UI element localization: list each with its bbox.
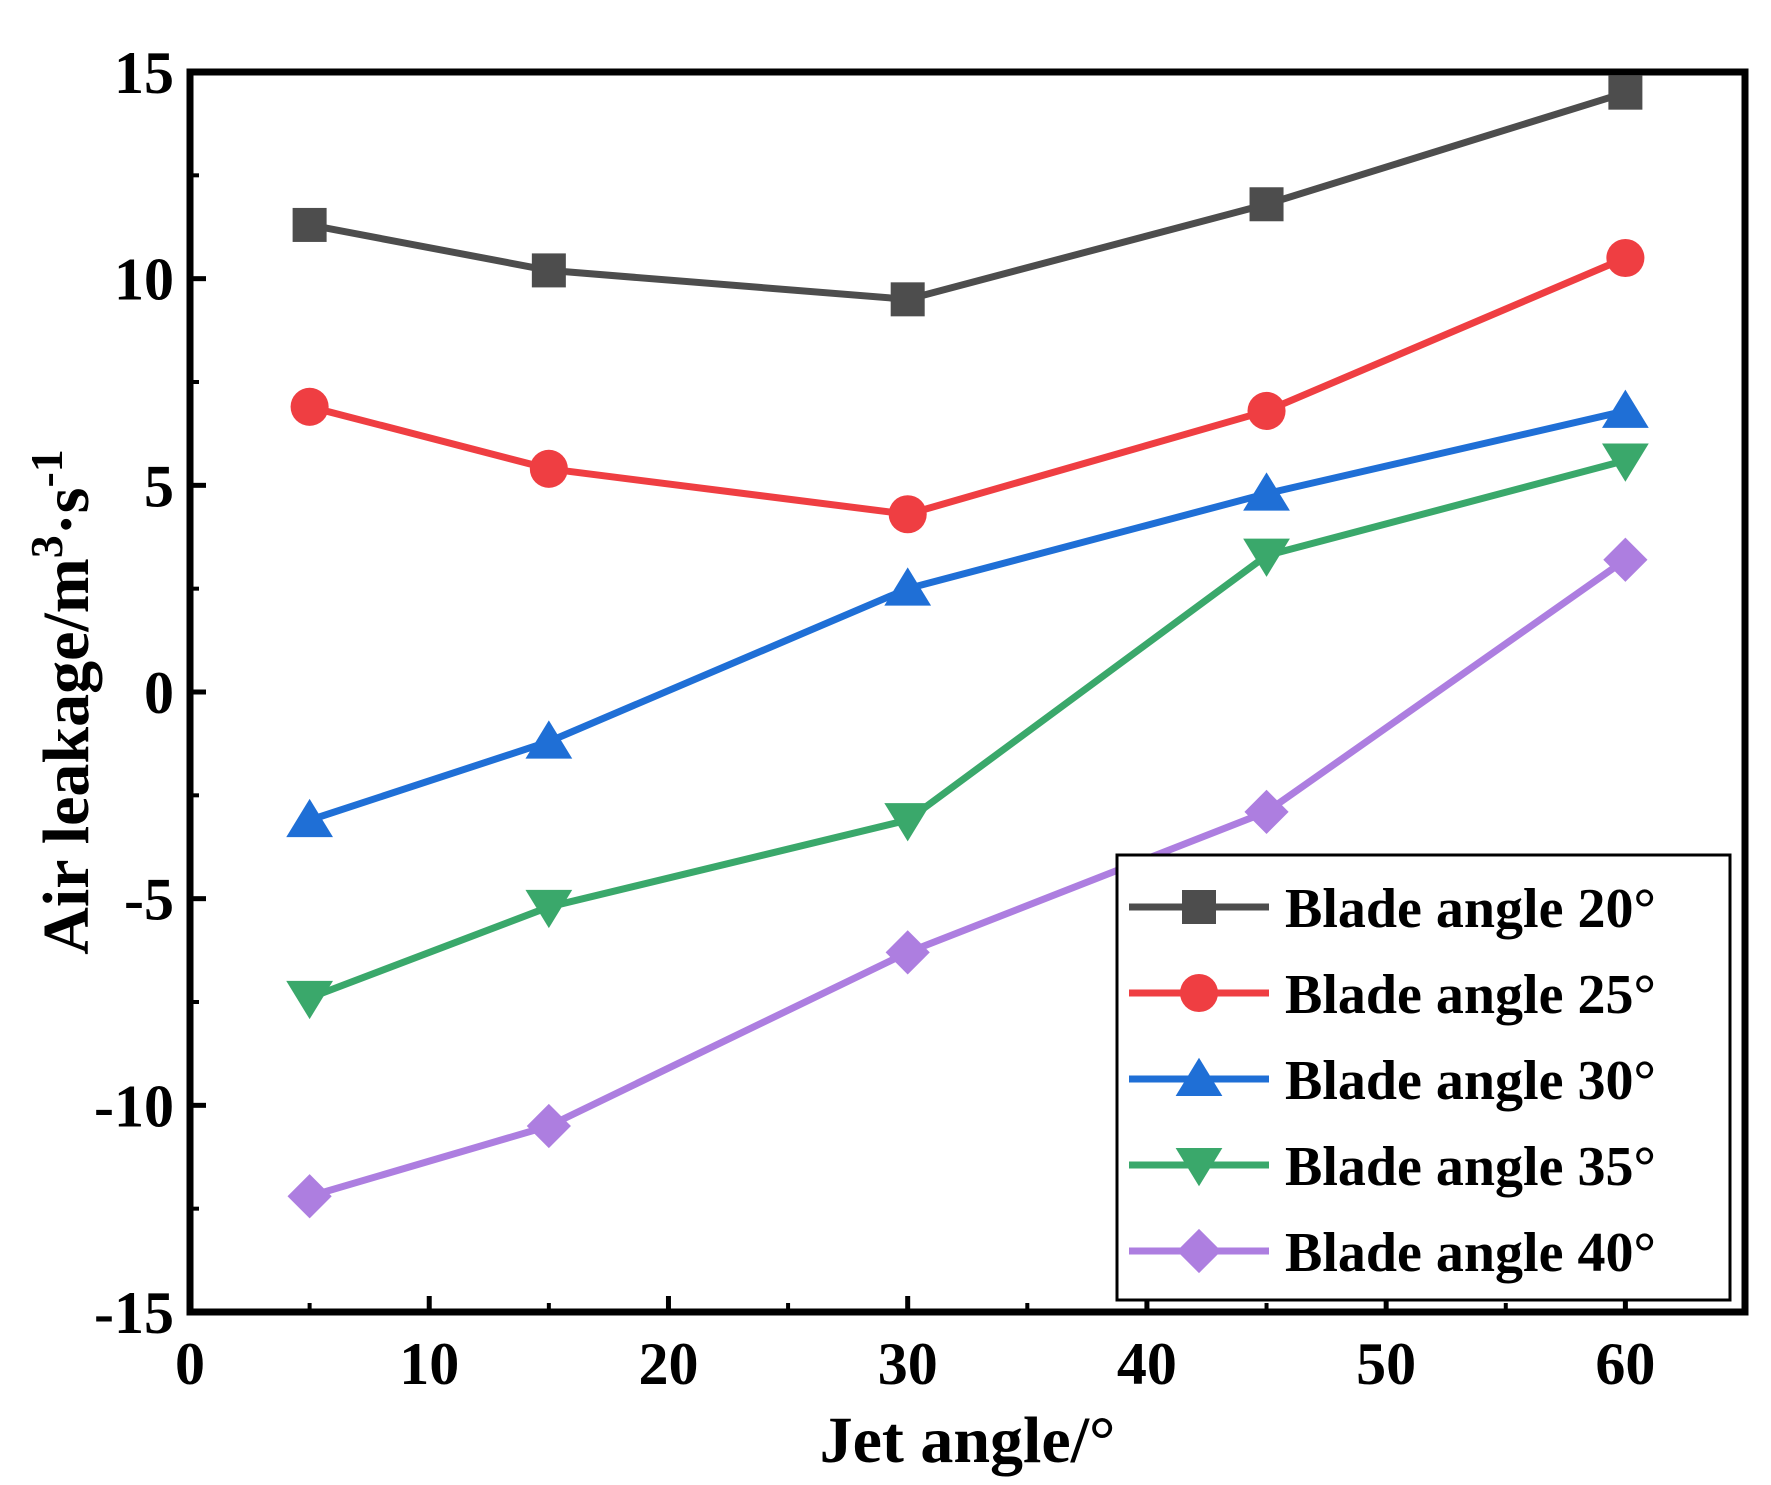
y-axis-title: Air leakage/m3·s-1 bbox=[21, 449, 103, 955]
data-point bbox=[1602, 443, 1649, 482]
x-tick-label: 50 bbox=[1356, 1331, 1416, 1397]
legend-marker bbox=[1176, 1228, 1222, 1274]
data-point bbox=[529, 449, 568, 488]
data-point bbox=[526, 1103, 571, 1149]
data-point bbox=[286, 980, 333, 1020]
data-point bbox=[1243, 538, 1290, 577]
y-axis-title-mid: ·s bbox=[30, 488, 103, 536]
y-tick-label: 0 bbox=[144, 660, 174, 726]
series-line bbox=[308, 254, 1627, 518]
legend-label: Blade angle 30° bbox=[1285, 1050, 1656, 1112]
legend-marker bbox=[1179, 973, 1219, 1013]
y-tick-label: -10 bbox=[94, 1073, 174, 1139]
data-point bbox=[1606, 238, 1645, 278]
legend: Blade angle 20° Blade angle 25° Blade angl… bbox=[1115, 853, 1732, 1302]
legend-label: Blade angle 40° bbox=[1285, 1222, 1656, 1284]
legend-item: Blade angle 25° bbox=[1129, 964, 1656, 1026]
data-point bbox=[884, 803, 932, 842]
y-axis-title-sup2: -1 bbox=[21, 449, 72, 487]
x-tick-label: 30 bbox=[878, 1331, 938, 1397]
data-point bbox=[290, 387, 329, 426]
data-point bbox=[1603, 537, 1648, 582]
data-point bbox=[885, 930, 930, 975]
y-tick-label: 5 bbox=[144, 453, 174, 519]
data-point bbox=[525, 889, 573, 929]
data-point bbox=[525, 720, 573, 759]
legend-item: Blade angle 20° bbox=[1129, 878, 1656, 940]
series-2 bbox=[290, 238, 1645, 534]
legend-marker bbox=[1182, 890, 1216, 924]
data-point bbox=[1244, 789, 1289, 834]
legend-item: Blade angle 35° bbox=[1129, 1136, 1656, 1198]
legend-label: Blade angle 25° bbox=[1285, 964, 1656, 1026]
series-line bbox=[308, 89, 1627, 303]
x-tick-label: 20 bbox=[638, 1331, 698, 1397]
x-tick-label: 0 bbox=[175, 1331, 205, 1397]
legend-marker bbox=[1175, 1057, 1223, 1096]
y-axis-title-sup1: 3 bbox=[21, 535, 72, 558]
legend-marker bbox=[1175, 1148, 1223, 1187]
x-tick-label: 10 bbox=[399, 1331, 459, 1397]
legend-label: Blade angle 35° bbox=[1285, 1136, 1656, 1198]
y-tick-label: -5 bbox=[124, 867, 174, 933]
series-5 bbox=[287, 537, 1648, 1219]
legend-label: Blade angle 20° bbox=[1285, 878, 1656, 940]
series-4 bbox=[286, 443, 1649, 1020]
x-tick-label: 40 bbox=[1117, 1331, 1177, 1397]
data-point bbox=[1602, 389, 1649, 428]
data-point bbox=[888, 495, 927, 534]
series-1 bbox=[292, 75, 1643, 317]
legend-item: Blade angle 40° bbox=[1129, 1222, 1656, 1284]
y-tick-label: 15 bbox=[114, 40, 174, 106]
y-axis-title-main: Air leakage/m bbox=[30, 558, 103, 955]
data-point bbox=[1608, 75, 1643, 110]
plot-frame bbox=[186, 68, 1749, 1316]
series-3 bbox=[286, 389, 1649, 838]
tick-labels: 0 10 20 30 40 50 60 -15 -10 -5 0 5 10 15 bbox=[94, 40, 1655, 1397]
data-point bbox=[1249, 187, 1284, 222]
x-axis-title: Jet angle/° bbox=[820, 1404, 1116, 1477]
data-point bbox=[287, 1174, 332, 1219]
series-line bbox=[308, 407, 1627, 824]
data-point bbox=[890, 282, 925, 317]
data-point bbox=[286, 798, 333, 838]
series-layer bbox=[286, 75, 1649, 1219]
data-point bbox=[1247, 391, 1286, 430]
data-point bbox=[531, 253, 566, 288]
y-tick-label: 10 bbox=[114, 247, 174, 313]
x-tick-label: 60 bbox=[1595, 1331, 1655, 1397]
data-point bbox=[1243, 472, 1290, 511]
y-tick-label: -15 bbox=[94, 1280, 174, 1346]
data-point bbox=[884, 567, 932, 606]
data-point bbox=[292, 207, 327, 242]
legend-item: Blade angle 30° bbox=[1129, 1050, 1656, 1112]
